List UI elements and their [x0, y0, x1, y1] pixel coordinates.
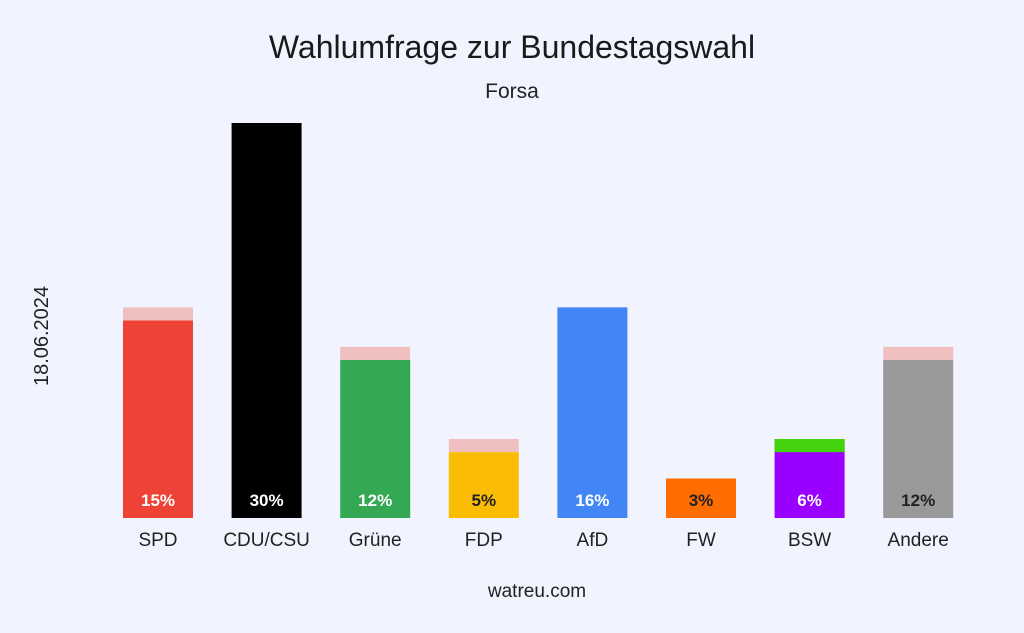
bars-group: 15% SPD 30% CDU/CSU 12% Grüne 5% FDP 16% AfD 3% FW 6…: [123, 123, 954, 551]
bar-change-fdp: [448, 439, 519, 453]
source-label: watreu.com: [487, 581, 586, 602]
bar-andere: [883, 360, 954, 518]
bar-cdu-csu: [231, 123, 302, 518]
category-label-gruene: Grüne: [349, 530, 402, 551]
bar-fw: [666, 478, 736, 518]
category-label-andere: Andere: [888, 530, 949, 551]
bar-fdp: [448, 452, 519, 518]
value-label-fw: 3%: [689, 491, 714, 510]
chart-title: Wahlumfrage zur Bundestagswahl: [269, 29, 755, 65]
bar-spd: [123, 320, 193, 518]
bar-change-spd: [123, 307, 193, 321]
bar-change-gruene: [340, 346, 411, 360]
category-label-cdu-csu: CDU/CSU: [223, 530, 310, 551]
poll-date-label: 18.06.2024: [31, 286, 53, 386]
value-label-gruene: 12%: [358, 491, 392, 510]
category-label-fdp: FDP: [465, 530, 503, 551]
bar-afd: [557, 307, 628, 518]
category-label-spd: SPD: [138, 530, 177, 551]
value-label-cdu-csu: 30%: [250, 491, 284, 510]
bar-change-andere: [883, 346, 954, 360]
bar-change-bsw: [774, 439, 845, 453]
value-label-afd: 16%: [575, 491, 609, 510]
category-label-afd: AfD: [577, 530, 609, 551]
chart-subtitle: Forsa: [485, 80, 539, 103]
bar-gruene: [340, 360, 411, 518]
value-label-spd: 15%: [141, 491, 175, 510]
category-label-bsw: BSW: [788, 530, 831, 551]
value-label-fdp: 5%: [472, 491, 497, 510]
value-label-bsw: 6%: [797, 491, 822, 510]
value-label-andere: 12%: [901, 491, 935, 510]
category-label-fw: FW: [686, 530, 716, 551]
